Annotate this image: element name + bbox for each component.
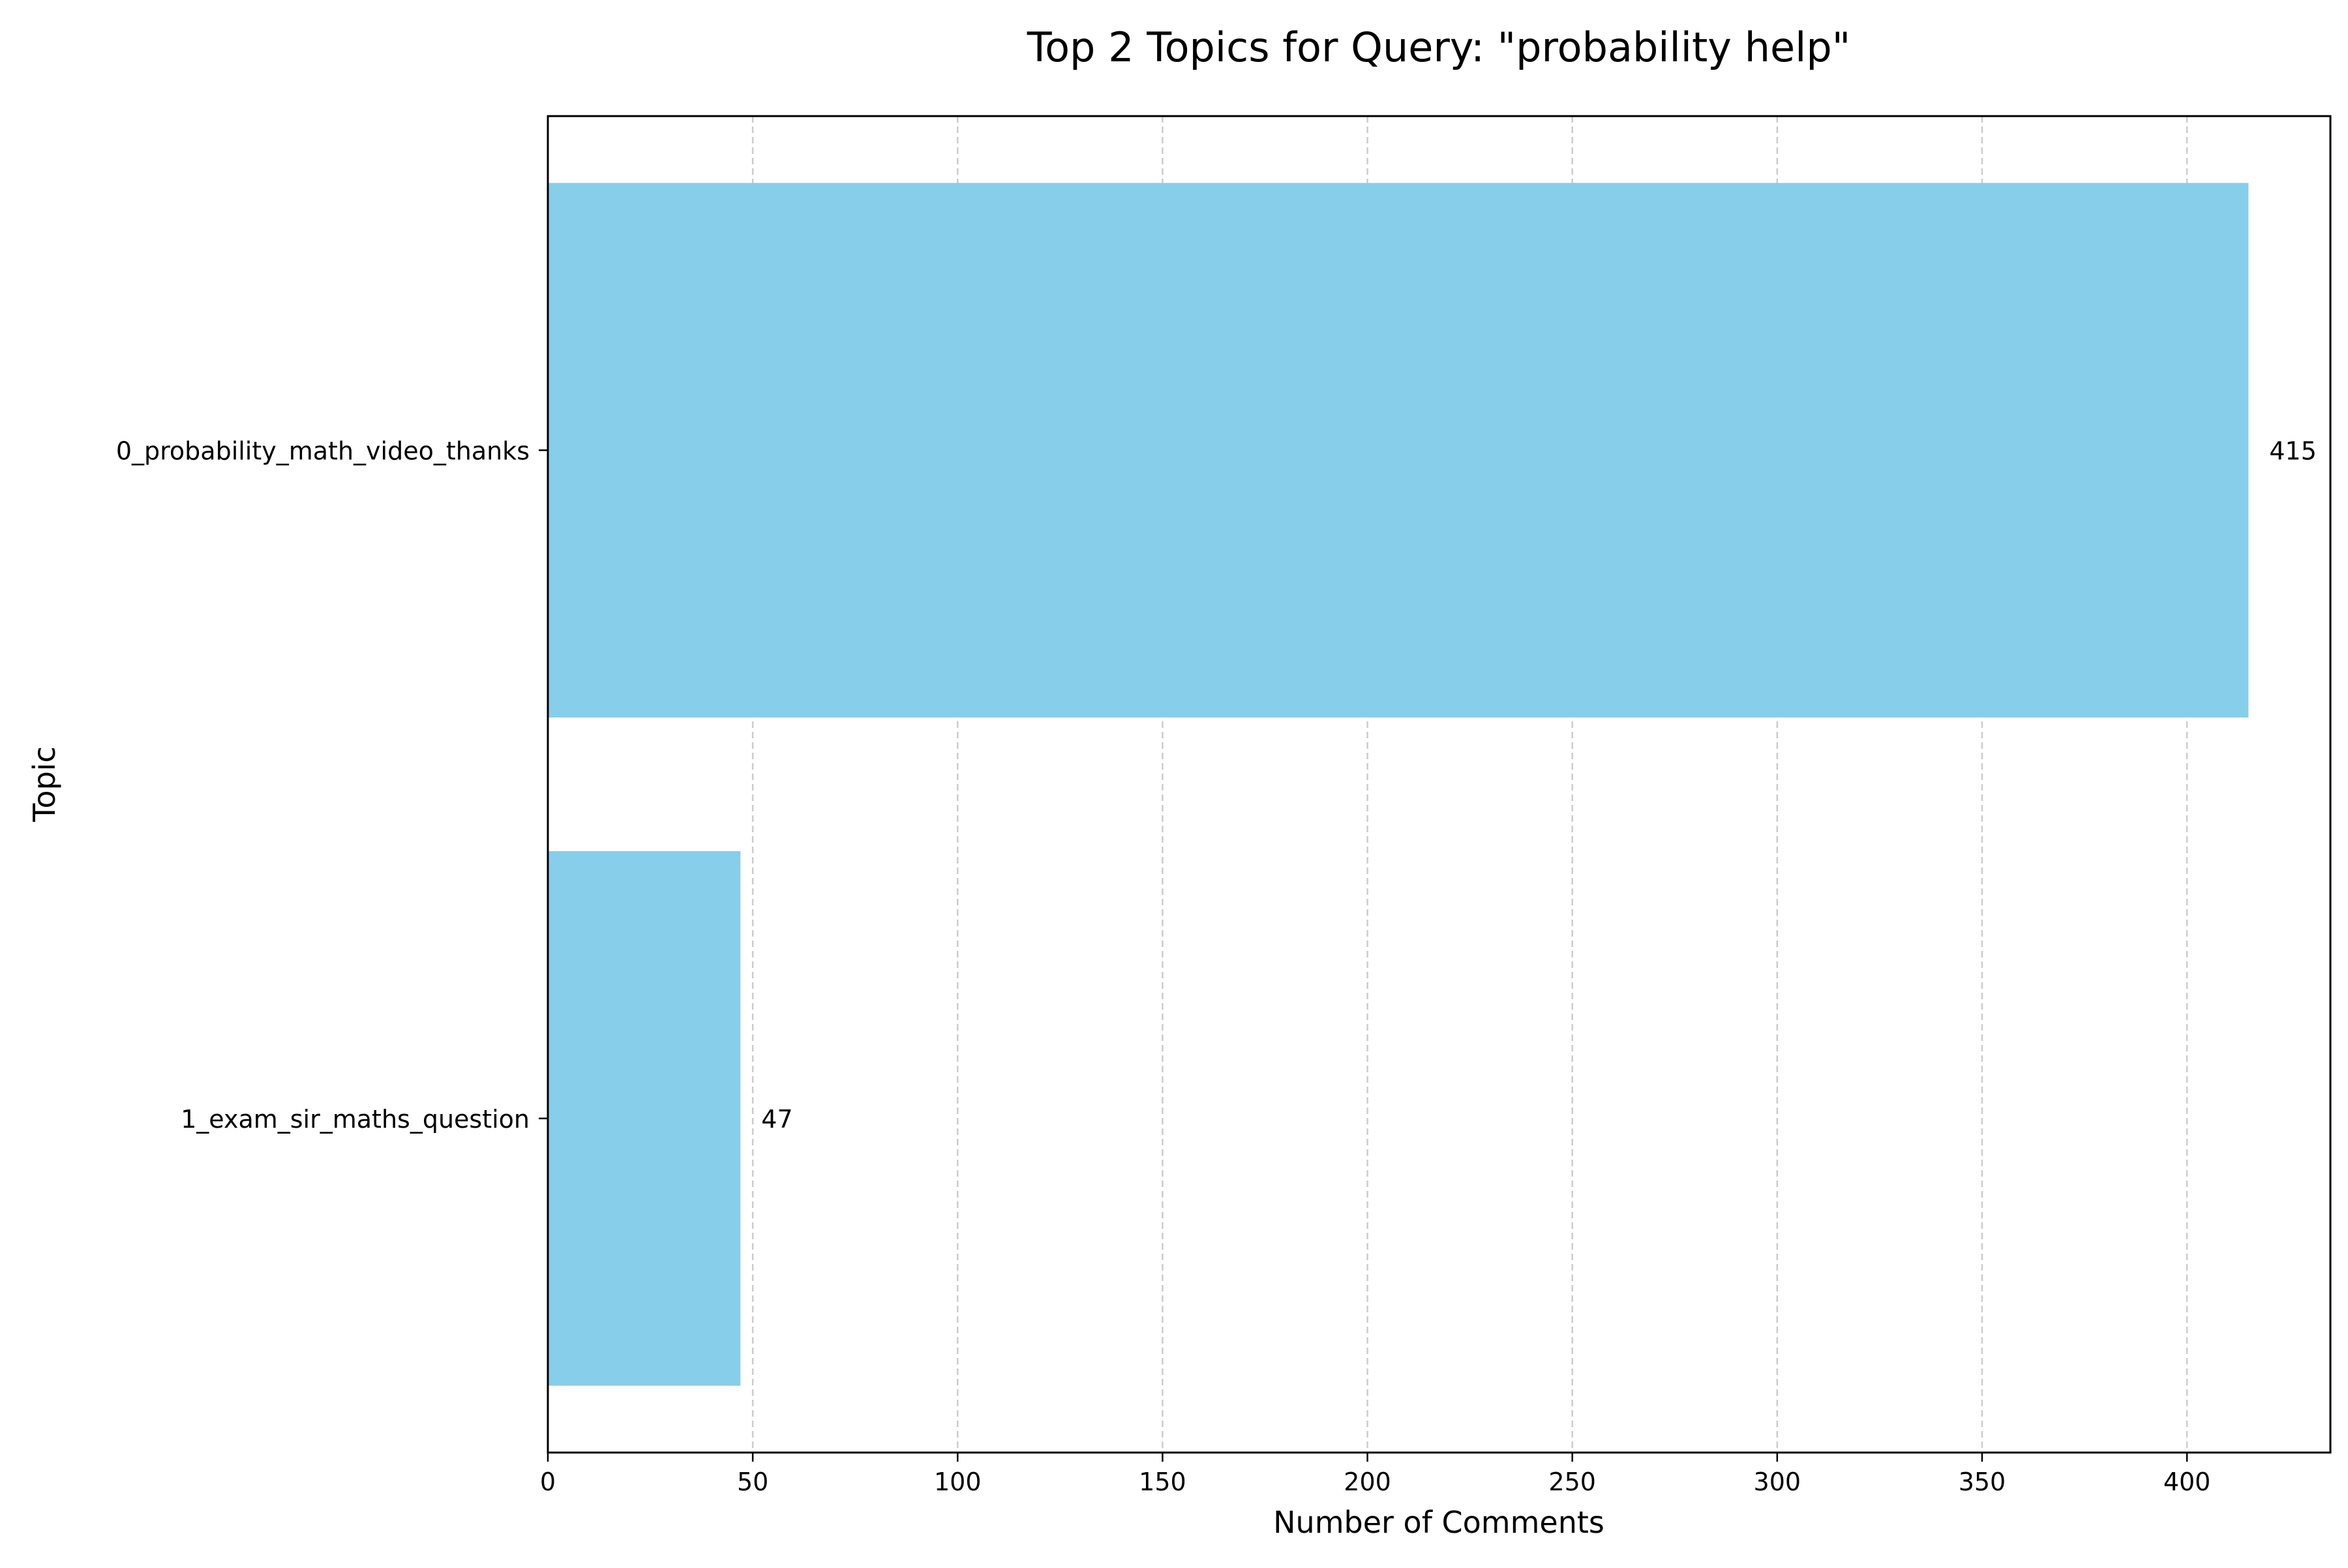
x-axis-label: Number of Comments — [1273, 1505, 1604, 1540]
y-tick-label: 0_probability_math_video_thanks — [116, 436, 530, 465]
bar-value-label: 47 — [761, 1105, 792, 1134]
x-tick-label: 50 — [737, 1468, 768, 1496]
bar-value-label: 415 — [2269, 436, 2317, 465]
x-axis: 0 50 100 150 200 250 300 350 400 — [540, 1453, 2210, 1496]
y-axis-label: Topic — [27, 746, 62, 822]
x-tick-label: 100 — [934, 1468, 982, 1496]
bar — [548, 851, 741, 1386]
x-tick-label: 400 — [2163, 1468, 2211, 1496]
x-tick-label: 200 — [1344, 1468, 1391, 1496]
bar — [548, 183, 2249, 718]
x-tick-label: 250 — [1548, 1468, 1596, 1496]
plot-frame — [547, 115, 2332, 1454]
x-tick-label: 300 — [1754, 1468, 1801, 1496]
x-tick-label: 150 — [1139, 1468, 1186, 1496]
y-tick-label: 1_exam_sir_maths_question — [181, 1105, 530, 1134]
x-tick-label: 350 — [1959, 1468, 2006, 1496]
data-labels-layer: 415 47 — [761, 436, 2317, 1134]
y-axis: 0_probability_math_video_thanks 1_exam_si… — [116, 436, 548, 1134]
chart-title: Top 2 Topics for Query: "probability hel… — [1027, 23, 1850, 71]
bars-layer — [548, 183, 2249, 1386]
x-tick-label: 0 — [540, 1468, 556, 1496]
